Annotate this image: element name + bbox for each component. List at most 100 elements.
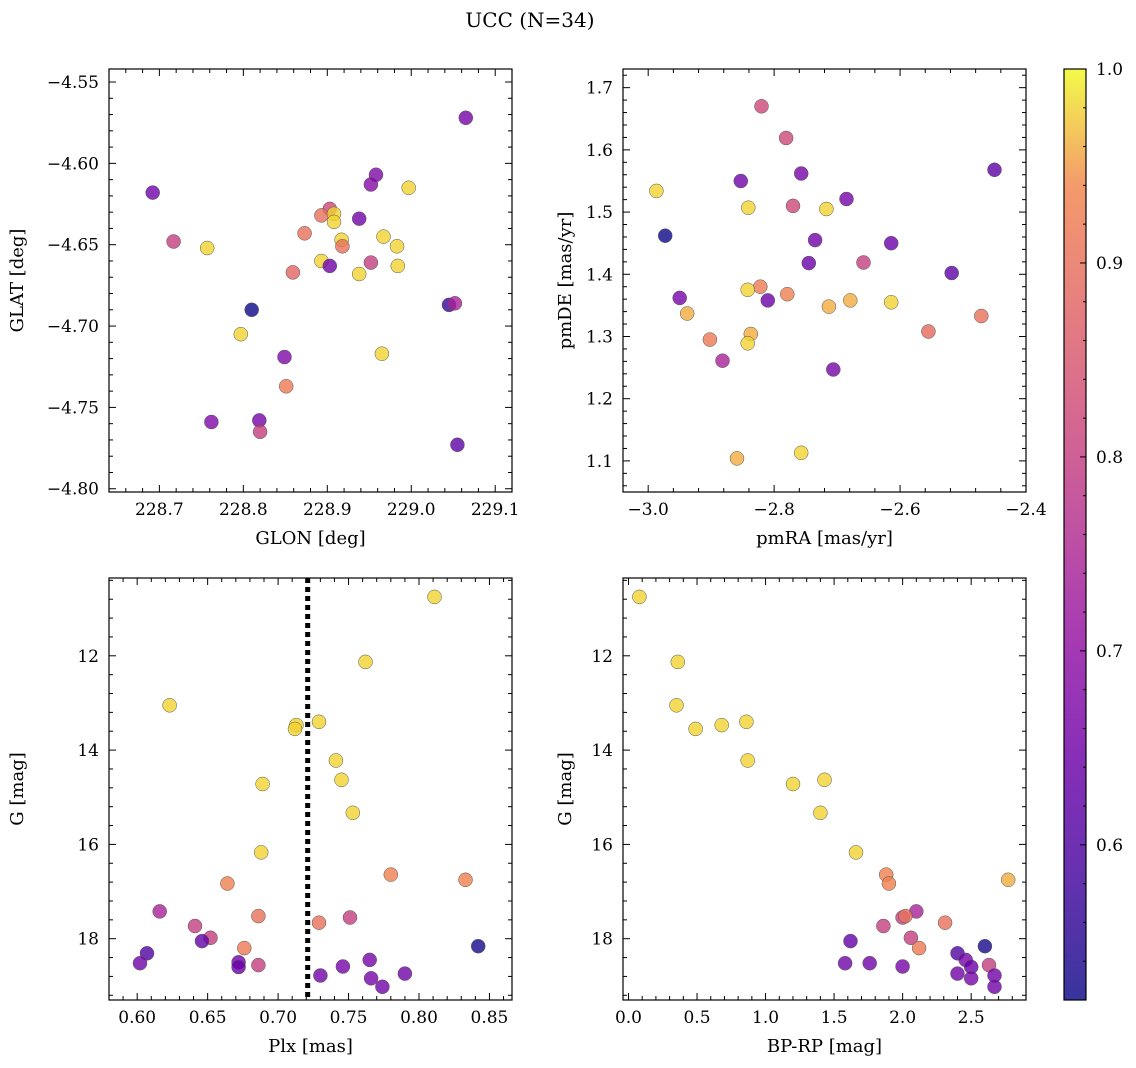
y-axis-label: G [mag] [555,752,576,825]
y-tick-label: 1.3 [586,327,613,347]
y-axis-label: pmDE [mas/yr] [555,212,576,350]
data-point [780,286,795,302]
x-tick-label: −2.8 [753,500,794,520]
data-point [760,293,776,308]
data-point [401,180,416,196]
y-tick-label: −4.80 [47,480,99,500]
panel-bprp_g: 0.0 0.5 1.0 1.5 2.0 2.5 12 14 16 18 BP-RP [mag] G [… [555,577,1027,1057]
x-tick-label: −2.6 [879,500,920,520]
data-point [895,959,910,974]
data-point [427,589,442,605]
data-point [862,955,877,971]
x-tick-label: 0.60 [118,1008,156,1028]
data-point [740,753,755,768]
data-point [470,938,486,954]
data-point [715,353,730,368]
data-point [255,776,270,792]
data-point [876,918,891,934]
data-point [383,867,399,882]
data-point [204,414,219,430]
y-axis-label: GLAT [deg] [7,229,28,333]
data-point [152,904,167,919]
data-point [335,239,350,254]
data-point [807,232,823,248]
data-point [139,946,155,961]
y-tick-label: 1.5 [586,203,613,223]
colorbar-tick-label: 0.8 [1096,448,1123,468]
data-point [162,698,177,713]
panel-glon_glat: 228.7 228.8 228.9 229.0 229.1 −4.55 −4.60 −4.65… [7,68,520,549]
data-point [458,872,473,888]
y-tick-label: 1.2 [586,390,613,410]
x-tick-label: 0.5 [683,1008,710,1028]
data-point [390,258,406,274]
y-tick-label: 1.6 [586,141,613,161]
data-point [649,183,664,199]
data-point [921,324,936,339]
data-point [374,346,390,361]
data-point [817,772,832,788]
y-tick-label: 16 [77,835,99,855]
y-tick-label: −4.70 [47,317,99,337]
data-point [837,955,853,971]
data-point [963,971,979,986]
x-tick-label: 228.9 [303,500,352,520]
x-tick-label: 1.5 [821,1008,848,1028]
data-point [881,876,897,891]
data-point [345,805,361,821]
data-point [376,229,391,244]
data-point [813,805,828,821]
data-point [843,293,858,308]
data-point [740,336,755,351]
data-point [669,698,684,713]
y-tick-label: −4.55 [47,73,99,93]
data-point [237,940,252,956]
data-point [632,589,647,605]
data-point [688,721,703,737]
data-point [335,959,351,974]
panels: 228.7 228.8 228.9 229.0 229.1 −4.55 −4.60 −4.65… [7,68,1047,1057]
data-point [458,110,474,126]
data-point [397,966,413,981]
data-point [313,968,328,983]
y-tick-label: −4.75 [47,398,99,418]
x-tick-label: 228.7 [135,500,184,520]
data-point [132,955,148,971]
data-point [351,211,367,226]
x-tick-label: 0.70 [259,1008,297,1028]
data-point [244,302,259,318]
data-point [251,957,266,973]
data-point [363,971,379,986]
x-tick-label: 0.80 [400,1008,438,1028]
y-tick-label: 14 [591,741,613,761]
y-tick-label: 12 [591,647,613,667]
y-tick-label: 1.4 [586,265,613,285]
data-point [314,208,329,223]
data-point [231,959,246,975]
data-point [937,915,953,930]
data-point [322,258,338,274]
colorbar-tick-label: 0.6 [1096,836,1123,856]
data-point [657,228,673,243]
x-tick-label: −3.0 [628,500,669,520]
data-point [447,296,463,311]
x-axis-label: pmRA [mas/yr] [756,528,893,549]
data-point [754,99,769,114]
data-point [911,940,927,956]
data-point [714,717,729,733]
data-point [672,290,687,306]
data-point [819,201,834,217]
y-tick-label: −4.60 [47,154,99,174]
data-point [740,282,755,298]
colorbar-tick-label: 1.0 [1096,60,1123,80]
data-point [145,185,160,200]
data-point [342,910,358,925]
data-point [898,908,913,924]
data-point [839,191,854,207]
data-point [741,200,756,215]
x-tick-label: 228.8 [219,500,268,520]
figure-title: UCC (N=34) [465,8,594,32]
data-point [974,308,989,324]
